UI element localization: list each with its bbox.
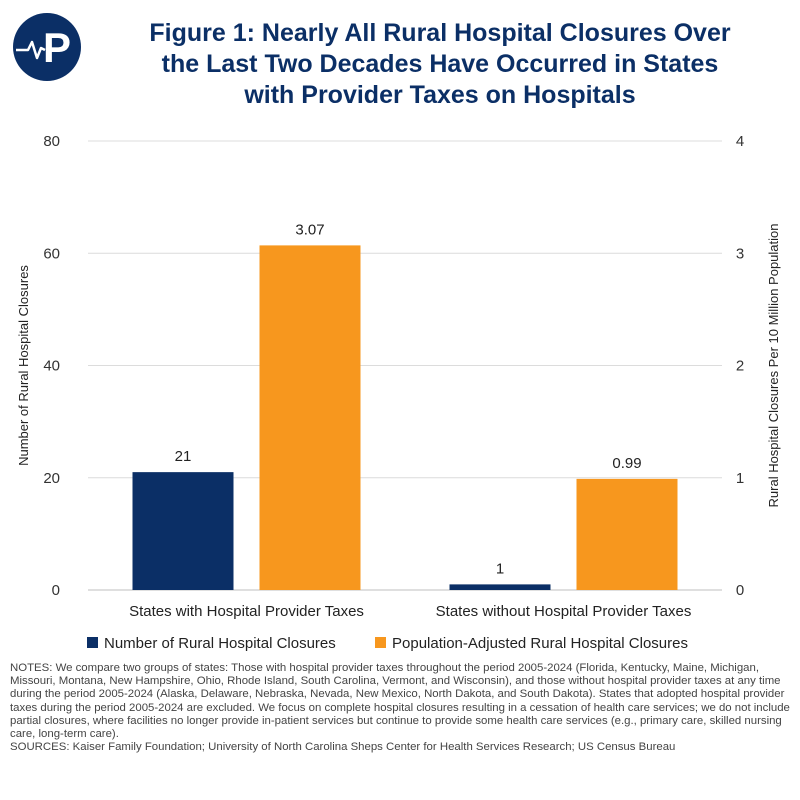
chart-title-line-3: with Provider Taxes on Hospitals xyxy=(244,81,636,109)
y-tick-label-right: 4 xyxy=(736,133,744,150)
bar-closures xyxy=(449,584,551,590)
bar-adjusted xyxy=(576,478,678,590)
notes-text: NOTES: We compare two groups of states: … xyxy=(10,662,790,741)
x-category-label: States without Hospital Provider Taxes xyxy=(436,603,692,620)
y-tick-label-left: 0 xyxy=(52,582,60,599)
legend-swatch xyxy=(375,637,386,648)
bar-chart: 0 20 40 60 80 0 1 2 3 4 21 3.07 States with Hospital… xyxy=(16,133,781,652)
notes-section: NOTES: We compare two groups of states: … xyxy=(10,662,790,754)
bar-adjusted xyxy=(259,245,361,590)
chart-title-line-2: the Last Two Decades Have Occurred in St… xyxy=(161,50,719,78)
logo-icon: P xyxy=(13,13,81,81)
legend-swatch xyxy=(87,637,98,648)
bar-closures xyxy=(132,472,234,590)
y-tick-label-right: 1 xyxy=(736,470,744,487)
legend-entry: Population-Adjusted Rural Hospital Closu… xyxy=(392,635,688,652)
chart-title: Figure 1: Nearly All Rural Hospital Clos… xyxy=(90,18,790,111)
chart-title-line-1: Figure 1: Nearly All Rural Hospital Clos… xyxy=(149,19,731,47)
y-axis-title-left: Number of Rural Hospital Closures xyxy=(16,265,31,466)
sources-text: SOURCES: Kaiser Family Foundation; Unive… xyxy=(10,741,676,754)
y-axis-title-right: Rural Hospital Closures Per 10 Million P… xyxy=(766,224,781,508)
y-tick-label-right: 2 xyxy=(736,358,744,375)
y-tick-label-left: 20 xyxy=(43,470,60,487)
data-label: 3.07 xyxy=(295,221,324,238)
x-category-label: States with Hospital Provider Taxes xyxy=(129,603,364,620)
data-label: 21 xyxy=(175,448,192,465)
data-label: 1 xyxy=(496,560,504,577)
y-tick-label-right: 0 xyxy=(736,582,744,599)
y-tick-label-left: 80 xyxy=(43,133,60,150)
logo-letter: P xyxy=(43,24,71,71)
data-label: 0.99 xyxy=(612,455,641,472)
y-tick-label-left: 40 xyxy=(43,358,60,375)
y-tick-label-left: 60 xyxy=(43,245,60,262)
legend-entry: Number of Rural Hospital Closures xyxy=(104,635,336,652)
y-tick-label-right: 3 xyxy=(736,245,744,262)
